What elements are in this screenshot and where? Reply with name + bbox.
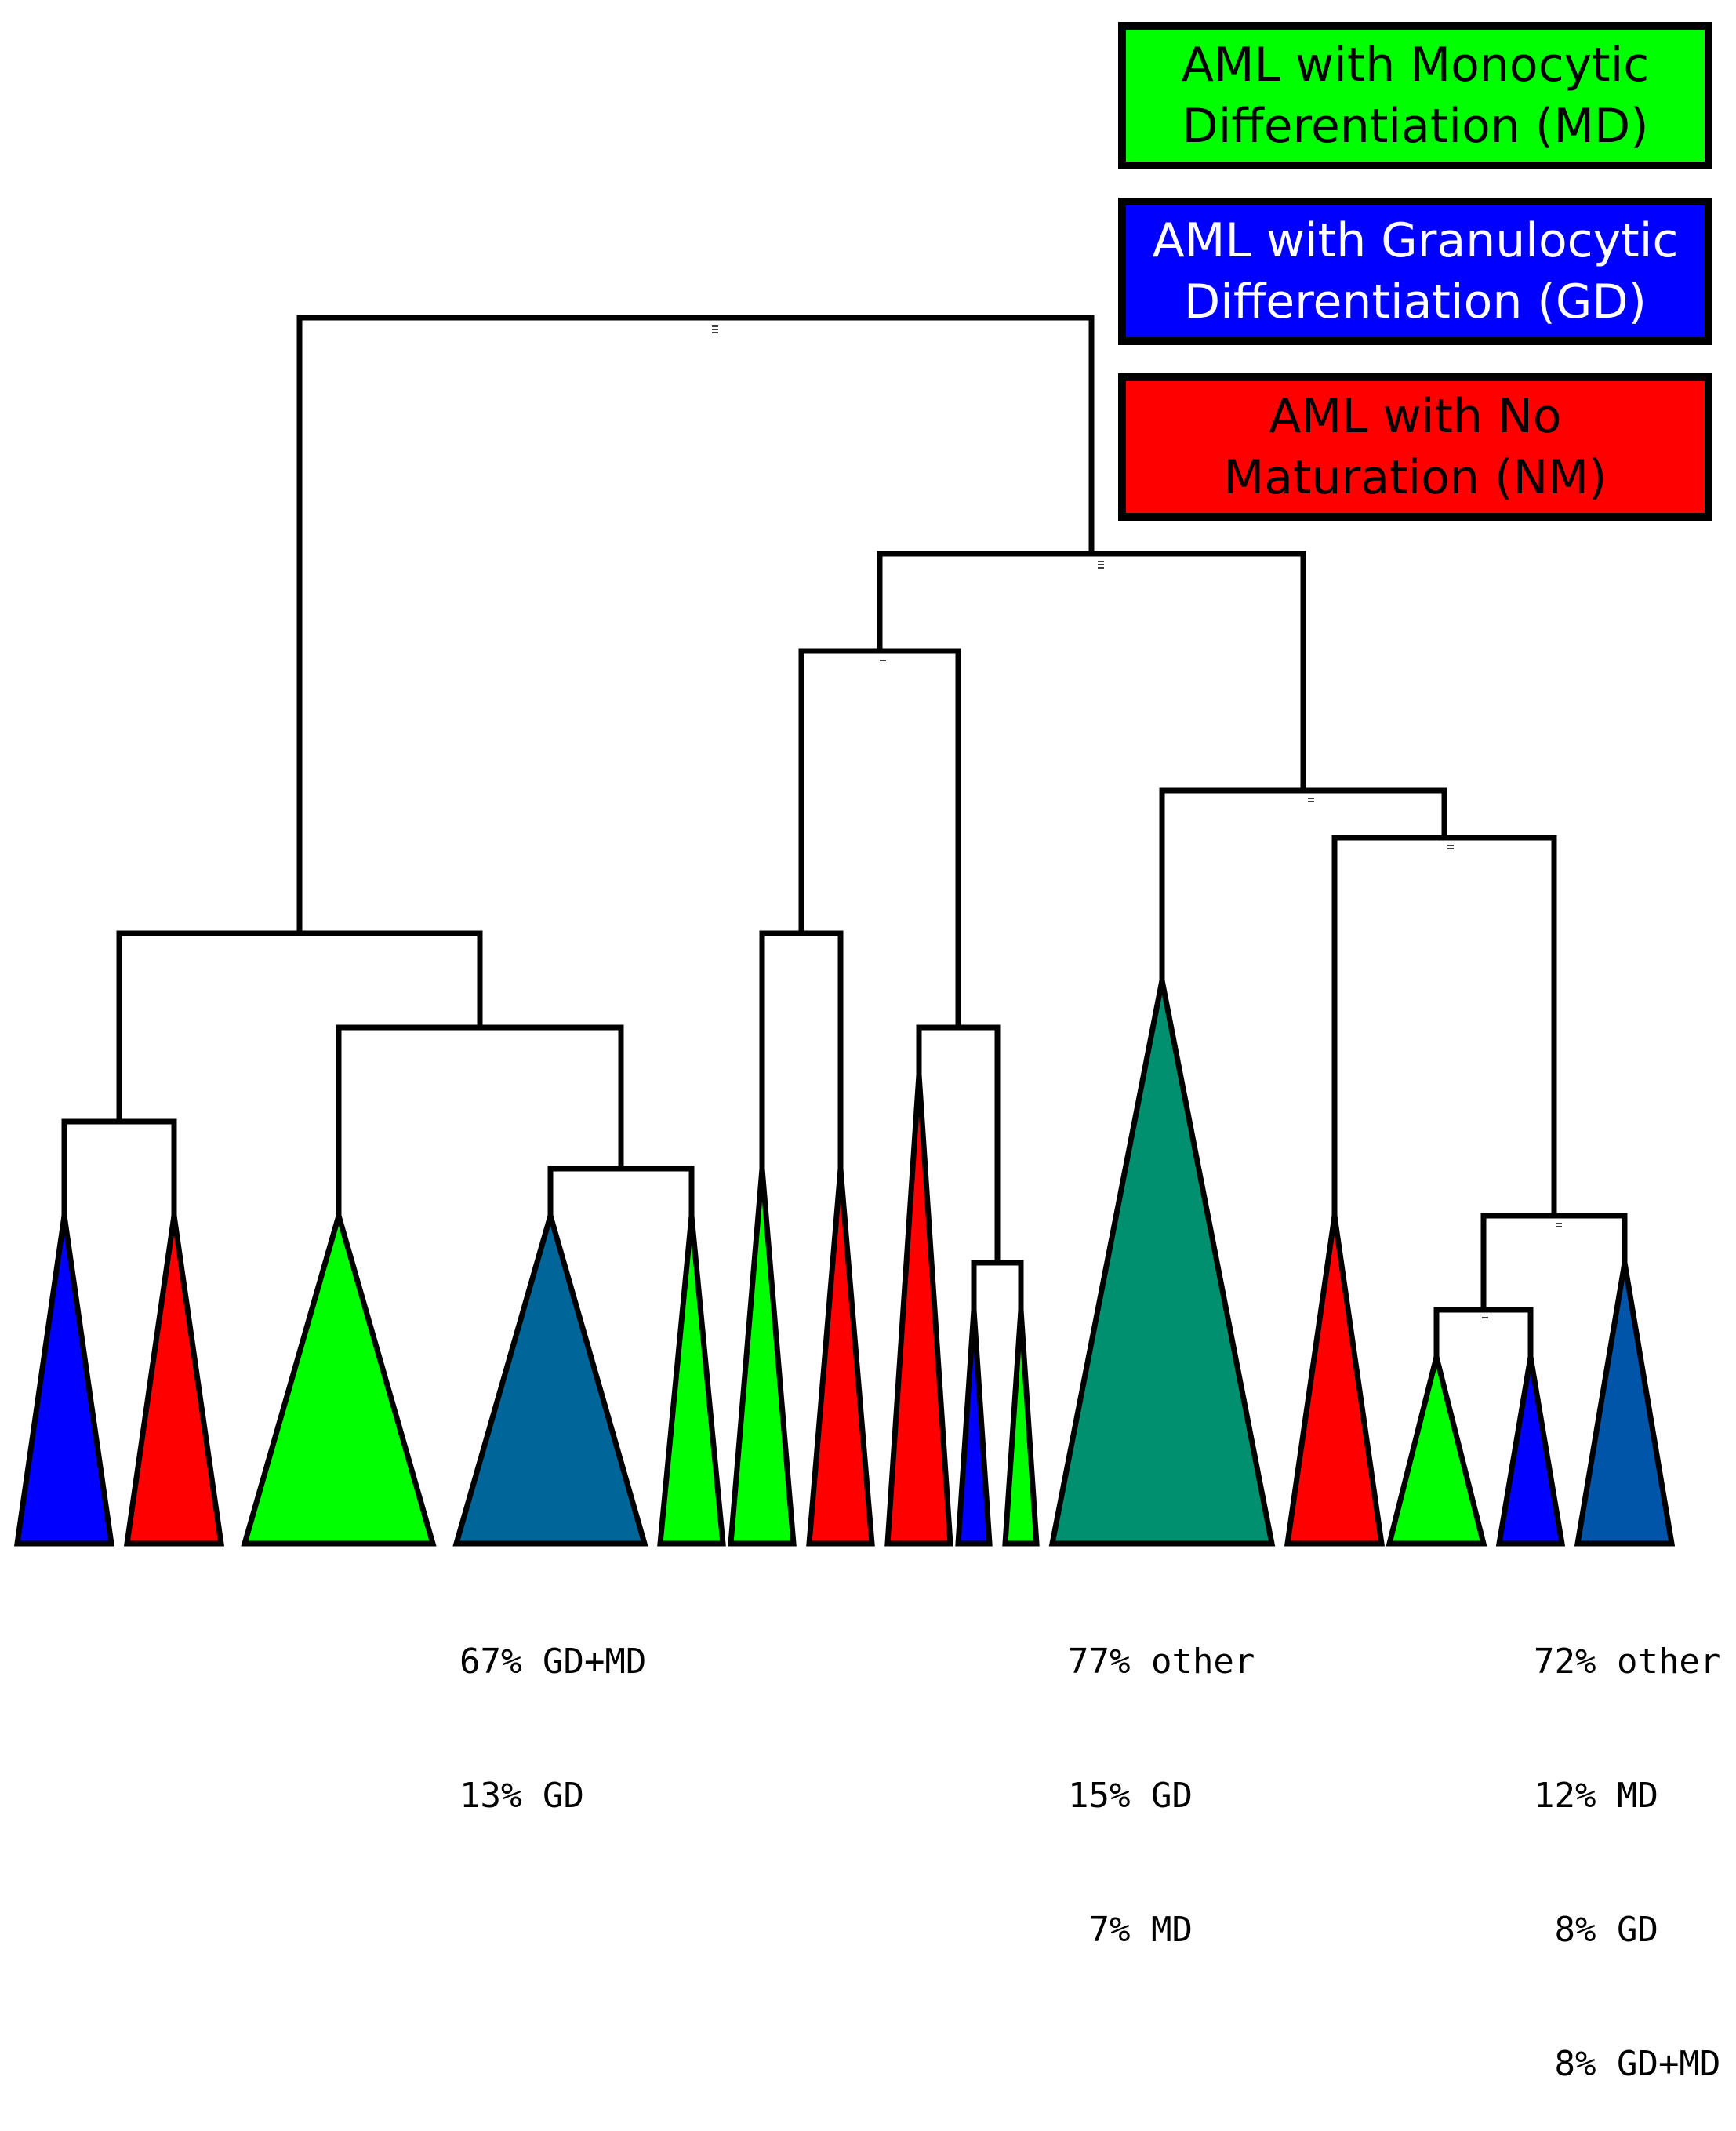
leaf-md [728, 1168, 797, 1547]
legend-nm-line1: AML with No [1269, 389, 1562, 444]
node-marker [1556, 1223, 1562, 1227]
legend-md-line1: AML with Monocytic [1181, 38, 1650, 93]
branch-far-a [1331, 835, 1557, 1219]
annotation-group-b: 77% other 15% GD 7% MD [1068, 1550, 1255, 1997]
branch-mid-a [759, 930, 844, 1172]
leaf-nm [1284, 1215, 1386, 1547]
node-marker [1308, 798, 1314, 802]
leaf-gd [1495, 1356, 1566, 1547]
node-marker [1098, 561, 1104, 569]
tree-branches [61, 315, 1628, 1360]
branch-mid-b [916, 1024, 1001, 1266]
annotation-line: 72% other [1534, 1642, 1721, 1682]
node-markers [712, 325, 1562, 1318]
legend-gd-line1: AML with Granulocytic [1152, 213, 1679, 268]
legend-gd: AML with Granulocytic Differentiation (GD… [1118, 198, 1712, 345]
legend-md: AML with Monocytic Differentiation (MD) [1118, 22, 1712, 169]
branch-far [1159, 787, 1447, 984]
node-marker [712, 325, 718, 333]
leaf-gd [13, 1215, 115, 1547]
leaf-nm [884, 1074, 953, 1547]
branch-left-b [336, 1024, 624, 1219]
branch-far-b2 [1433, 1307, 1534, 1360]
leaf-md [657, 1215, 726, 1547]
leaf-mixed-gd-md [452, 1206, 648, 1547]
leaf-nm [806, 1168, 875, 1547]
annotation-line: 7% MD [1068, 1910, 1193, 1950]
annotation-line: 67% GD+MD [459, 1642, 647, 1682]
annotation-line: 77% other [1068, 1642, 1255, 1682]
branch-left-a [61, 1118, 177, 1219]
branch-left [116, 930, 483, 1125]
branch-mid [798, 648, 961, 1031]
branch-root [296, 315, 1095, 936]
annotation-line: 13% GD [459, 1776, 584, 1816]
annotation-line: 12% MD [1534, 1776, 1658, 1816]
legend-nm: AML with No Maturation (NM) [1118, 373, 1712, 521]
leaf-mixed-other [1048, 980, 1276, 1547]
branch-left-b2 [547, 1166, 695, 1219]
branch-right [877, 551, 1306, 794]
legend-gd-line2: Differentiation (GD) [1184, 275, 1647, 329]
leaf-md [1386, 1356, 1487, 1547]
branch-mid-b2 [971, 1260, 1024, 1313]
annotation-line: 15% GD [1068, 1776, 1193, 1816]
legend-nm-line2: Maturation (NM) [1223, 450, 1607, 505]
branch-far-b [1480, 1213, 1628, 1313]
annotation-group-c: 72% other 12% MD 8% GD 8% GD+MD [1534, 1550, 1720, 2131]
leaf-gd [955, 1309, 993, 1547]
leaf-nm [123, 1215, 225, 1547]
leaf-md [1002, 1309, 1040, 1547]
annotation-line: 8% GD [1534, 1910, 1658, 1950]
node-marker [1447, 845, 1454, 849]
annotation-line: 8% GD+MD [1534, 2044, 1721, 2084]
dendrogram [13, 315, 1676, 1547]
legend-md-line2: Differentiation (MD) [1182, 99, 1649, 154]
leaf-triangles [13, 980, 1676, 1547]
annotation-group-a: 67% GD+MD 13% GD [459, 1550, 646, 1863]
leaf-mixed-other [1574, 1262, 1676, 1547]
leaf-md [241, 1206, 437, 1547]
